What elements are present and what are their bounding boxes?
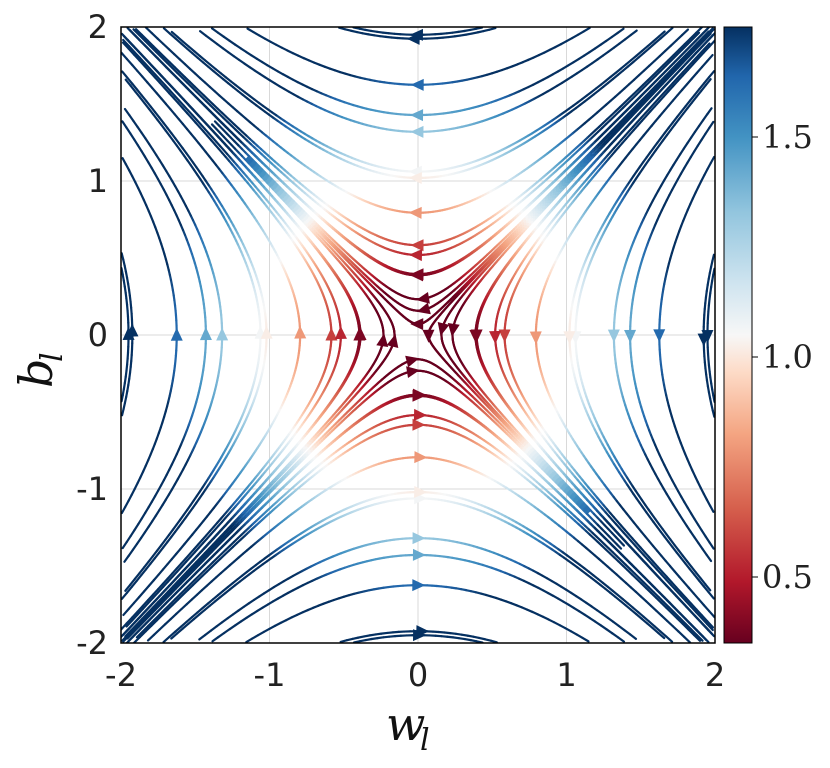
streamline-arrow — [410, 318, 424, 331]
streamline-segment — [669, 39, 678, 47]
streamline-arrow — [414, 451, 428, 464]
streamline-arrow — [386, 333, 399, 348]
streamline-segment — [666, 619, 674, 628]
streamline-segment — [687, 586, 695, 595]
streamline-segment — [213, 120, 221, 127]
streamline-arrow — [529, 331, 542, 345]
streamline-segment — [700, 60, 709, 69]
streamline-segment — [690, 71, 698, 80]
streamline-segment — [685, 77, 693, 86]
streamline-segment — [655, 609, 663, 617]
streamline-arrow — [437, 322, 450, 337]
streamline-segment — [706, 53, 714, 63]
streamline-segment — [618, 540, 626, 547]
streamline-segment — [584, 506, 591, 512]
streamline-segment — [671, 625, 680, 633]
streamline-segment — [146, 633, 155, 642]
streamline-arrow — [416, 302, 431, 315]
streamlines — [121, 27, 715, 643]
streamline-segment — [681, 28, 690, 37]
streamline-segment — [682, 581, 690, 589]
streamline-segment — [660, 614, 669, 622]
streamline-segment — [695, 65, 704, 74]
streamline-segment — [658, 49, 667, 58]
streamline-segment — [683, 635, 692, 643]
streamline-segment — [247, 156, 253, 163]
streamline-segment — [210, 123, 218, 130]
streamline-segment — [702, 603, 711, 613]
streamline-arrow — [405, 355, 420, 368]
streamline-segment — [169, 612, 178, 621]
streamline-segment — [583, 507, 589, 514]
streamline-segment — [697, 598, 705, 607]
streamline-segment — [708, 609, 715, 619]
streamline-segment — [675, 33, 684, 42]
streamline-segment — [164, 617, 172, 626]
streamline-segment — [692, 592, 700, 601]
streamline-segment — [677, 630, 686, 639]
streamline-arrow — [422, 329, 435, 343]
streamline-segment — [615, 543, 623, 550]
streamline-segment — [664, 44, 672, 53]
streamline-segment — [152, 628, 161, 637]
streamline-segment — [158, 623, 167, 631]
